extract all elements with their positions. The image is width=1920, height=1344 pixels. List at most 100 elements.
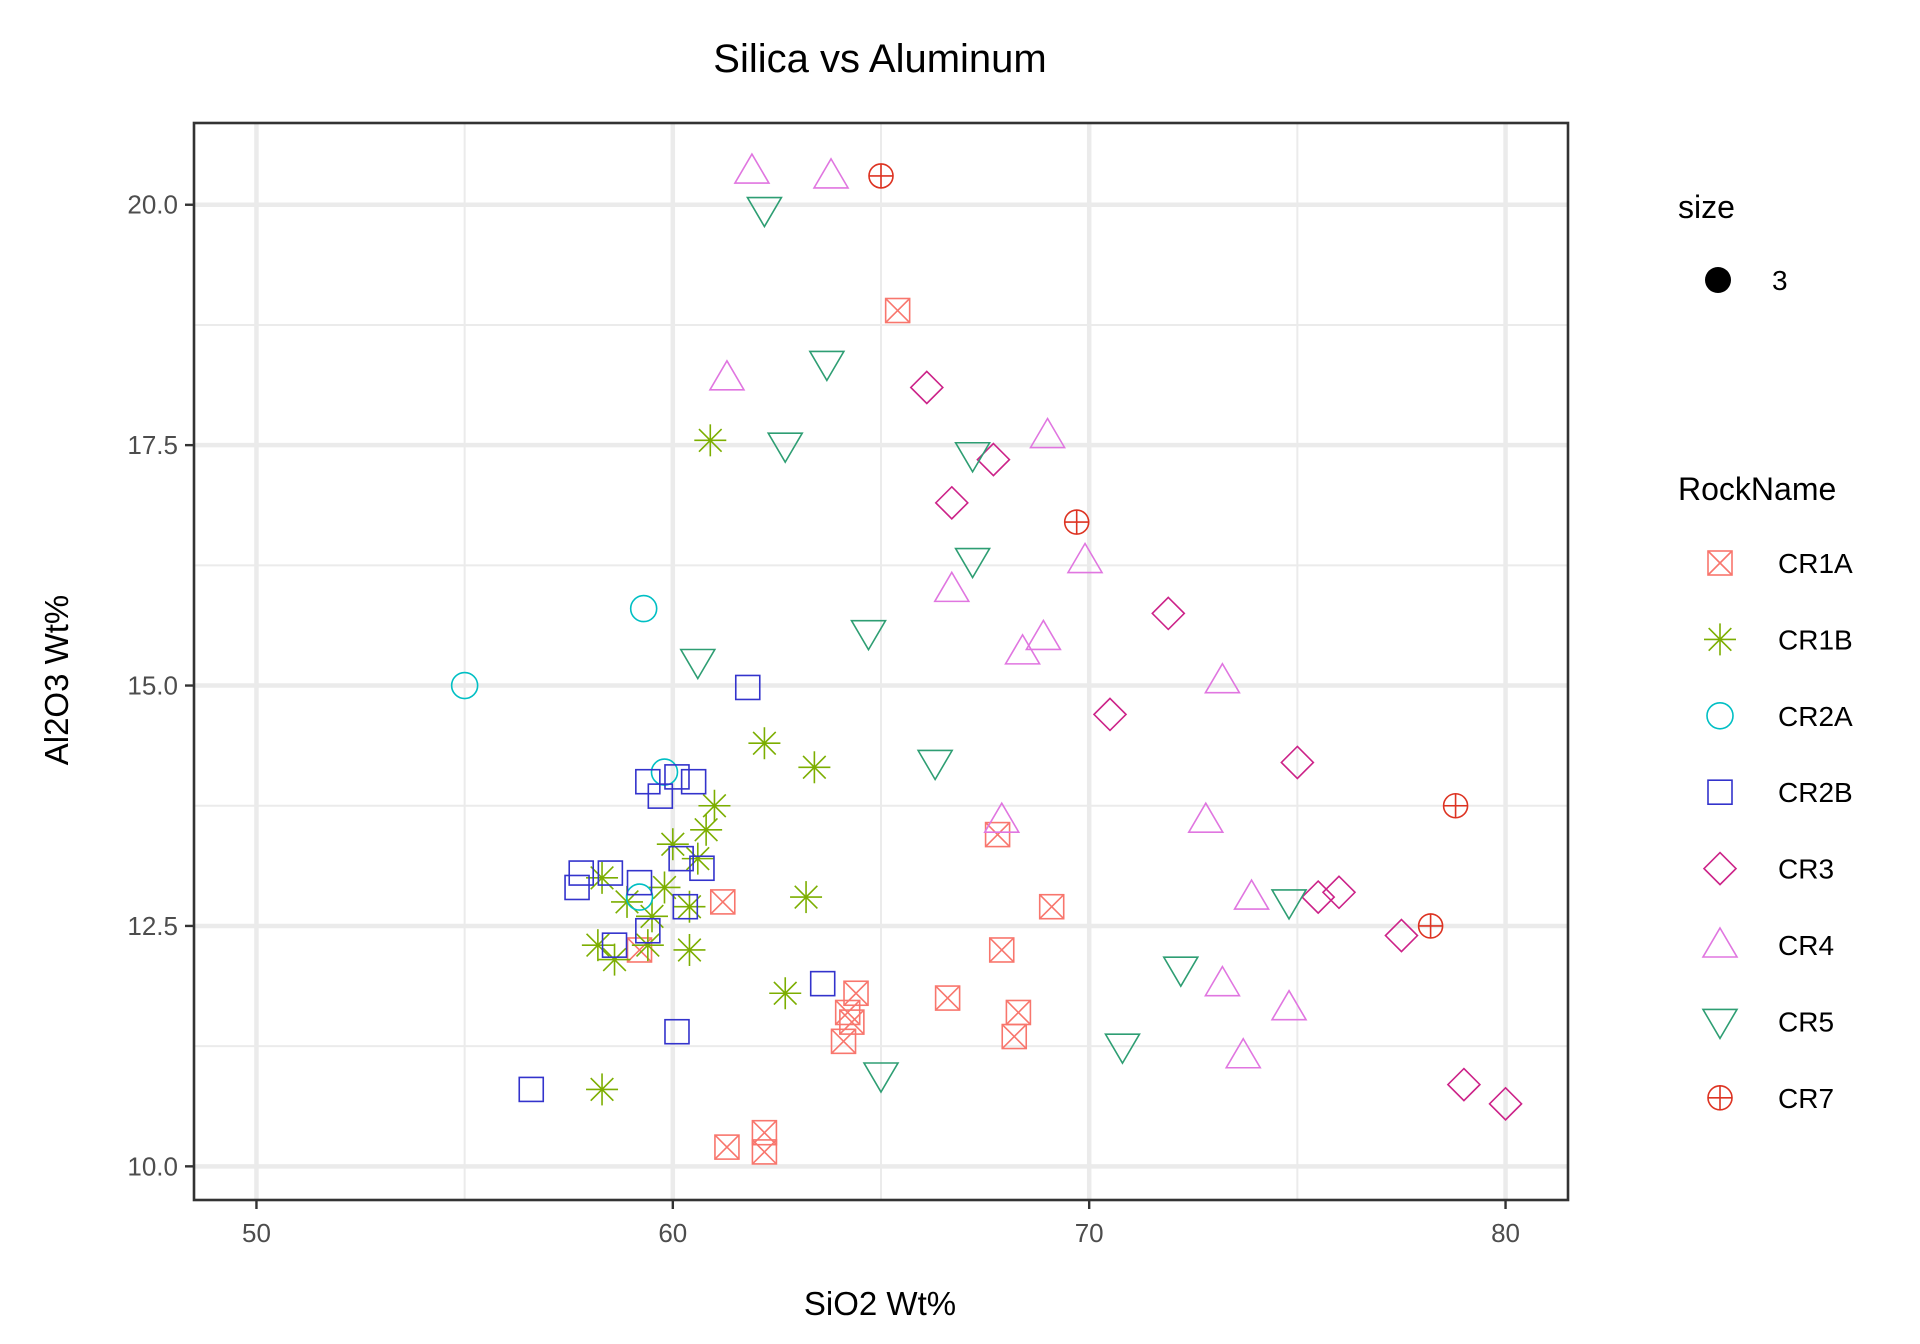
data-point	[884, 297, 911, 324]
data-point	[668, 845, 694, 872]
data-point	[673, 933, 706, 966]
data-point	[636, 900, 668, 933]
data-point	[1204, 965, 1241, 997]
y-tick-label: 20.0	[127, 190, 178, 220]
data-point	[748, 727, 781, 760]
series-cr1b	[581, 424, 831, 1106]
data-point	[681, 842, 714, 875]
data-point	[933, 570, 971, 603]
data-point	[647, 783, 674, 809]
data-point	[798, 751, 831, 784]
data-point	[1092, 697, 1128, 732]
legend-key-cr1a	[1707, 550, 1733, 576]
data-point	[1104, 1033, 1141, 1065]
data-point	[733, 152, 771, 184]
data-point	[601, 932, 628, 958]
data-point	[714, 1134, 740, 1160]
data-point	[983, 801, 1021, 833]
data-point	[1063, 509, 1090, 535]
data-point	[586, 1073, 619, 1106]
legend-label-cr1a: CR1A	[1778, 548, 1853, 579]
legend-label-cr3: CR3	[1778, 854, 1834, 885]
legend-label-cr7: CR7	[1778, 1083, 1834, 1114]
legend-key-cr2b	[1707, 779, 1733, 806]
data-point	[656, 828, 689, 861]
y-tick-label: 15.0	[127, 671, 178, 701]
data-point	[581, 929, 614, 962]
data-point	[598, 943, 631, 976]
legend-key-cr1b	[1704, 623, 1736, 656]
data-point	[629, 594, 658, 623]
series-cr1a	[626, 297, 1065, 1165]
data-point	[664, 1018, 690, 1045]
data-point	[1270, 889, 1308, 921]
data-point	[1038, 893, 1065, 920]
data-point	[916, 749, 954, 782]
data-point	[934, 485, 969, 520]
series-cr2a	[450, 594, 679, 911]
data-point	[843, 980, 869, 1007]
x-tick-label: 80	[1491, 1218, 1520, 1248]
legend-label-cr1b: CR1B	[1778, 624, 1853, 655]
data-point	[690, 813, 723, 846]
data-point	[1446, 1067, 1482, 1102]
legend-label-cr4: CR4	[1778, 930, 1834, 961]
data-point	[766, 432, 804, 464]
grid	[194, 123, 1568, 1200]
data-point	[689, 855, 715, 882]
data-point	[568, 860, 595, 886]
data-point	[672, 893, 699, 920]
data-point	[1417, 913, 1444, 939]
chart-title: Silica vs Aluminum	[713, 37, 1046, 81]
data-point	[850, 619, 887, 652]
y-tick-label: 17.5	[127, 430, 178, 460]
data-point	[808, 350, 846, 382]
legend-key-cr5	[1701, 1008, 1739, 1040]
legend-key-cr7	[1707, 1085, 1733, 1111]
data-point	[518, 1076, 545, 1103]
data-point	[1024, 618, 1062, 651]
legend-label-cr2a: CR2A	[1778, 701, 1853, 732]
data-point	[694, 424, 727, 457]
data-point	[698, 789, 731, 822]
data-point	[1301, 879, 1336, 915]
data-point	[1442, 792, 1469, 819]
data-point	[790, 881, 823, 914]
x-axis-title: SiO2 Wt%	[804, 1285, 956, 1322]
data-point	[1321, 875, 1357, 910]
data-point	[1280, 745, 1315, 780]
data-point	[1384, 918, 1419, 953]
data-point	[664, 764, 690, 790]
data-point	[812, 157, 850, 189]
data-point	[734, 674, 761, 701]
data-point	[631, 929, 664, 962]
data-point	[708, 359, 746, 391]
y-axis-title: Al2O3 Wt%	[38, 595, 75, 766]
series-cr2b	[518, 674, 836, 1103]
axes: 50 60 70 80 10.0 12.5 15.0 17.5 20.0	[127, 190, 1520, 1248]
data-point	[769, 977, 802, 1010]
data-point	[1488, 1086, 1523, 1121]
data-point	[625, 883, 654, 911]
data-point	[909, 370, 944, 405]
plot-panel-border	[192, 121, 1570, 1202]
data-point	[862, 1062, 900, 1094]
data-point	[1187, 801, 1225, 833]
data-point	[597, 860, 624, 886]
legend: size 3 RockName CR1A CR1B CR2A CR2B CR3 CR4 CR5 CR…	[1678, 189, 1853, 1114]
y-tick-label: 12.5	[127, 911, 178, 941]
data-point	[746, 196, 783, 229]
rockname-legend-title: RockName	[1678, 471, 1836, 507]
legend-key-cr2a	[1706, 701, 1734, 730]
data-point	[1004, 633, 1041, 665]
data-point	[1005, 999, 1032, 1026]
data-point	[1001, 1023, 1028, 1050]
data-point	[679, 648, 717, 681]
data-point	[809, 970, 836, 997]
data-point	[934, 985, 961, 1011]
legend-key-cr3	[1702, 851, 1738, 886]
series-cr4	[708, 152, 1308, 1069]
series-cr3	[909, 370, 1523, 1121]
size-legend-title: size	[1678, 189, 1735, 225]
